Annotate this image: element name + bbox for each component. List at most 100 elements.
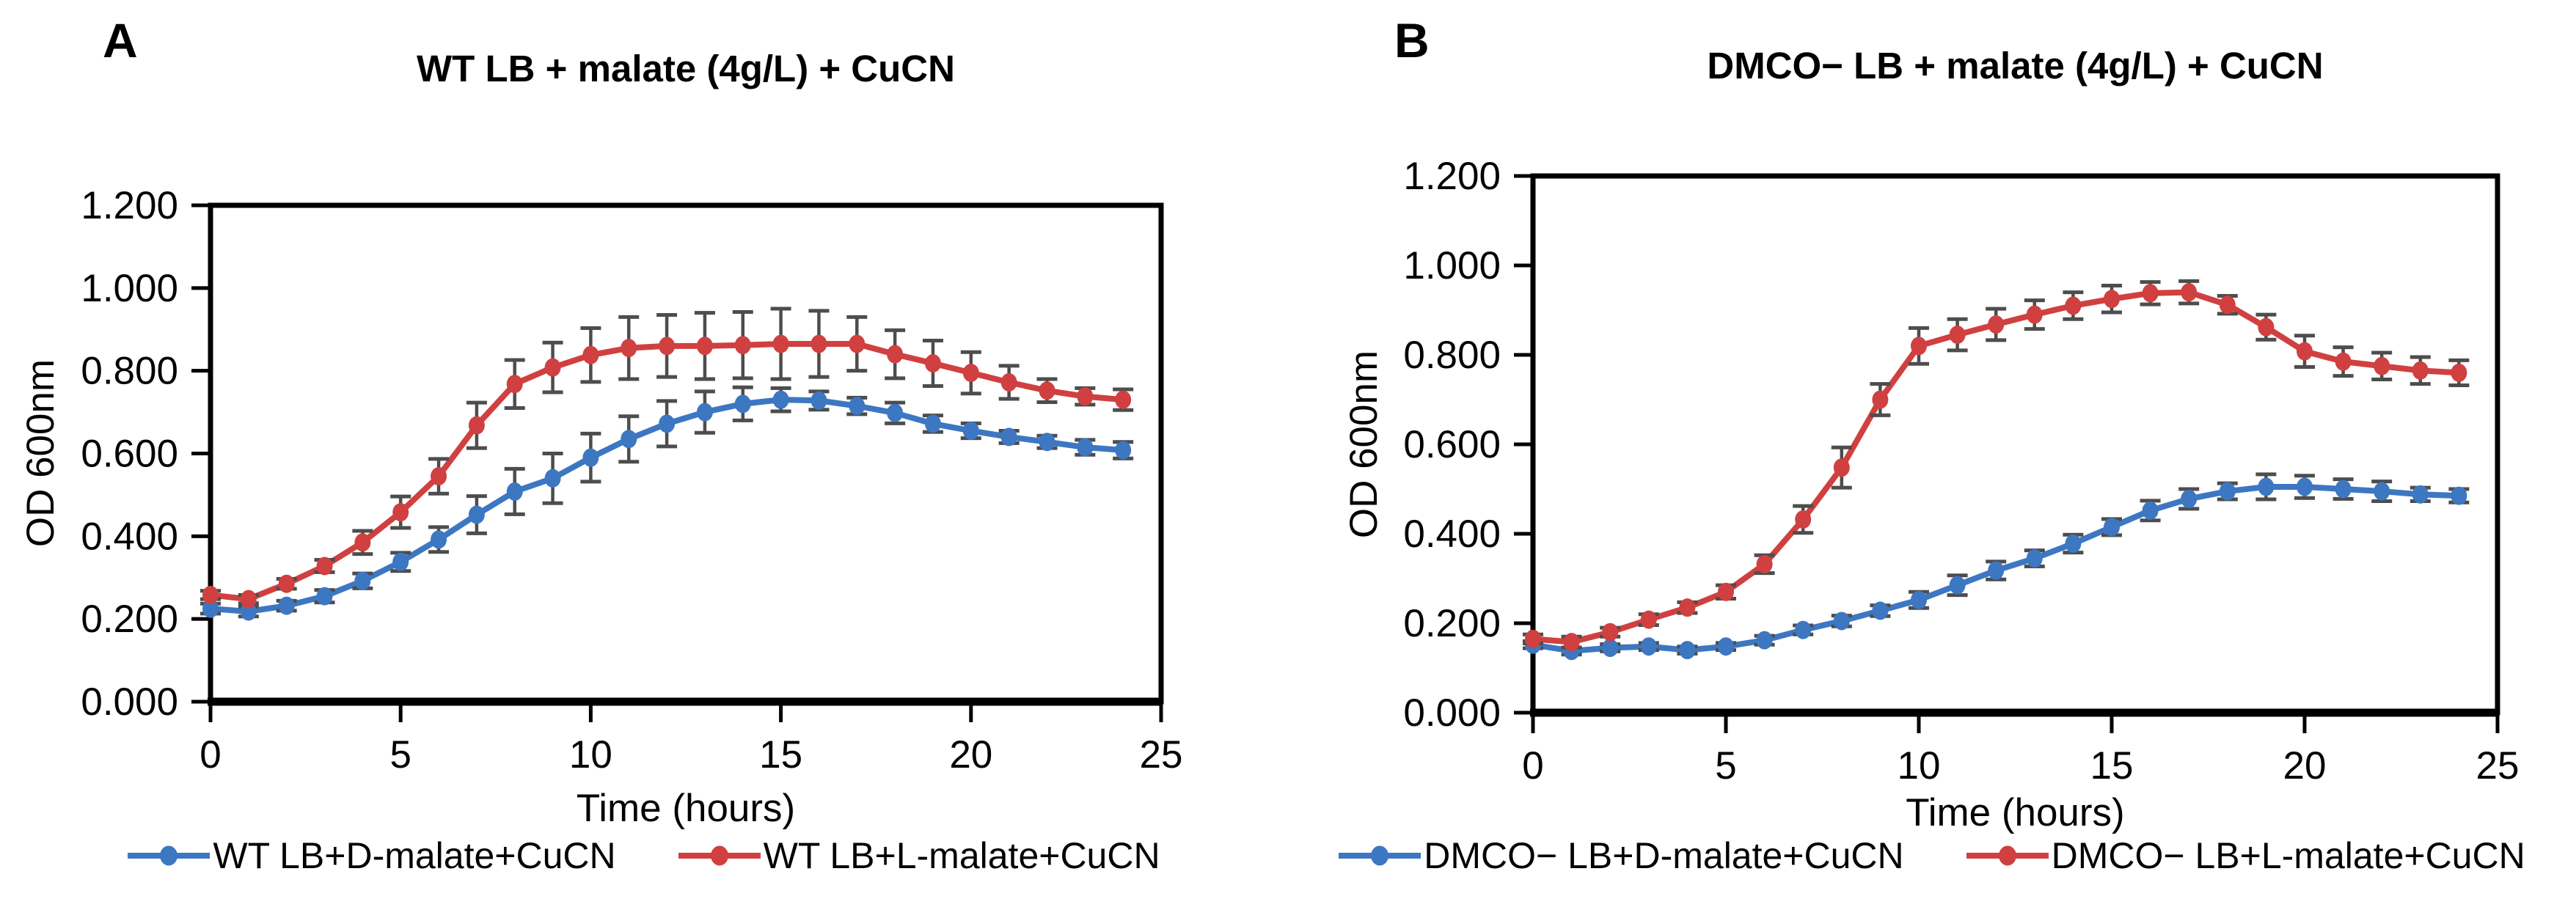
data-point xyxy=(1000,427,1017,447)
data-point xyxy=(1039,433,1055,452)
legend-marker-red-icon xyxy=(678,845,761,866)
data-point xyxy=(1039,381,1055,400)
data-point xyxy=(1679,598,1696,617)
data-point xyxy=(772,390,789,409)
data-point xyxy=(392,552,409,571)
data-point xyxy=(1872,601,1889,620)
x-tick-label: 5 xyxy=(389,733,411,776)
plot-border xyxy=(1530,173,2500,716)
x-tick-label: 25 xyxy=(2476,744,2520,787)
data-point xyxy=(392,503,409,522)
legend-item: WT LB+D-malate+CuCN xyxy=(128,834,616,877)
data-point xyxy=(1115,441,1132,460)
data-point xyxy=(2181,283,2198,302)
data-point xyxy=(1115,390,1132,409)
data-point xyxy=(734,336,751,355)
data-point xyxy=(811,391,827,410)
data-point xyxy=(1718,582,1734,601)
chart-title-b: DMCO− LB + malate (4g/L) + CuCN xyxy=(1707,45,2324,87)
data-point xyxy=(1525,629,1541,648)
chart-canvas-b: 0.000 0.200 0.400 0.600 0.800 1.000 1.200 0 5 10 1… xyxy=(1403,155,2520,787)
legend-label: DMCO− LB+L-malate+CuCN xyxy=(2051,835,2525,876)
data-point xyxy=(2026,549,2043,568)
y-tick-label: 1.200 xyxy=(81,184,178,227)
data-point xyxy=(2104,290,2120,309)
data-point xyxy=(2258,317,2275,337)
data-point xyxy=(2142,284,2159,303)
data-point xyxy=(962,363,979,382)
data-point xyxy=(1911,590,1927,609)
y-tick-label: 0.400 xyxy=(1403,513,1501,556)
data-point xyxy=(2374,356,2390,375)
x-tick-label: 25 xyxy=(1140,733,1183,776)
plot-border xyxy=(208,202,1164,705)
data-point xyxy=(2412,485,2429,504)
data-point xyxy=(1795,510,1812,529)
legend-item: DMCO− LB+D-malate+CuCN xyxy=(1339,834,1904,877)
data-point xyxy=(1756,554,1773,573)
data-point xyxy=(1756,631,1773,650)
data-point xyxy=(1602,639,1619,658)
data-point xyxy=(354,571,371,590)
legend-b: DMCO− LB+D-malate+CuCN DMCO− LB+L-malate… xyxy=(1288,834,2576,877)
data-point xyxy=(2142,501,2159,520)
data-point xyxy=(544,469,561,488)
y-tick-label: 0.600 xyxy=(81,433,178,476)
data-point xyxy=(240,590,257,609)
data-point xyxy=(506,375,523,394)
data-point xyxy=(2258,477,2275,496)
data-point xyxy=(924,354,941,373)
x-tick-label: 10 xyxy=(569,733,612,776)
x-tick-label: 20 xyxy=(2283,744,2327,787)
y-tick-label: 0.800 xyxy=(1403,334,1501,377)
x-tick-label: 5 xyxy=(1715,744,1736,787)
data-point xyxy=(1872,390,1889,409)
data-point xyxy=(202,585,219,604)
data-point xyxy=(2412,361,2429,380)
data-point xyxy=(2374,482,2390,501)
data-point xyxy=(1679,641,1696,660)
data-point xyxy=(431,530,447,549)
x-tick-label: 0 xyxy=(1522,744,1543,787)
y-tick-label: 1.000 xyxy=(81,267,178,310)
data-point xyxy=(1640,610,1657,629)
data-point xyxy=(2219,482,2236,501)
data-point xyxy=(1911,337,1927,356)
legend-label: WT LB+D-malate+CuCN xyxy=(213,835,616,876)
data-point xyxy=(1077,438,1094,457)
data-point xyxy=(887,403,904,422)
data-point xyxy=(1602,623,1619,642)
panel-b: B DMCO− LB + malate (4g/L) + CuCN OD 600… xyxy=(1288,0,2576,907)
data-point xyxy=(354,533,371,552)
data-point xyxy=(2181,489,2198,508)
data-point xyxy=(2297,342,2313,361)
data-point xyxy=(1077,387,1094,406)
data-point xyxy=(849,334,866,353)
data-point xyxy=(2335,480,2352,499)
data-point xyxy=(2335,352,2352,371)
data-point xyxy=(659,414,676,433)
data-point xyxy=(621,430,637,449)
data-point xyxy=(582,345,599,364)
data-point xyxy=(278,596,295,615)
data-point xyxy=(811,334,827,353)
y-tick-label: 0.400 xyxy=(81,515,178,558)
y-tick-label: 0.800 xyxy=(81,350,178,393)
data-point xyxy=(2026,305,2043,324)
data-point xyxy=(659,337,676,356)
data-point xyxy=(1718,637,1734,656)
data-point xyxy=(1988,315,2005,334)
data-point xyxy=(734,394,751,414)
y-tick-label: 0.000 xyxy=(81,680,178,724)
data-point xyxy=(887,345,904,364)
data-point xyxy=(1988,561,2005,580)
data-point xyxy=(582,448,599,467)
legend-marker-red-icon xyxy=(1966,845,2049,866)
legend-item: WT LB+L-malate+CuCN xyxy=(678,834,1160,877)
y-tick-label: 1.200 xyxy=(1403,155,1501,198)
y-tick-label: 0.000 xyxy=(1403,691,1501,735)
data-point xyxy=(506,482,523,501)
panel-label-b: B xyxy=(1394,13,1430,67)
data-point xyxy=(2451,363,2467,382)
x-tick-label: 0 xyxy=(200,733,221,776)
